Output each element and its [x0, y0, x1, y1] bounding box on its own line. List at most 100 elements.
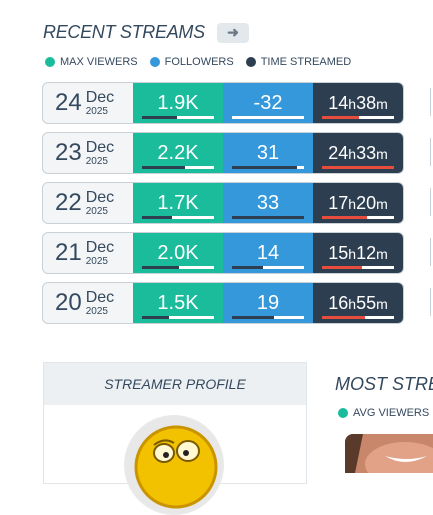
hours-unit: h — [348, 195, 357, 212]
legend-dot-icon — [245, 57, 256, 67]
stream-month-year: Dec 2025 — [85, 188, 115, 217]
followers-cell: 19 — [223, 283, 313, 323]
stream-month: Dec — [85, 188, 115, 206]
hours-unit: h — [348, 245, 357, 262]
row-edge-divider — [430, 138, 433, 166]
followers-value: -32 — [253, 91, 283, 114]
avatar[interactable] — [124, 415, 224, 515]
time-streamed-cell: 24h33m — [313, 133, 403, 173]
avg-viewers-dot — [338, 408, 348, 418]
followers-cell: -32 — [223, 83, 313, 123]
max-viewers-value: 2.2K — [157, 141, 199, 164]
stream-row[interactable]: 22 Dec 2025 1.7K 33 17h20m — [42, 182, 404, 224]
followers-bar — [232, 116, 304, 119]
minutes-unit: m — [376, 295, 388, 312]
stream-row[interactable]: 24 Dec 2025 1.9K -32 14h38m — [42, 82, 404, 124]
time-streamed-cell: 14h38m — [313, 83, 403, 123]
max-viewers-bar — [142, 116, 214, 119]
time-streamed-bar — [322, 216, 394, 219]
stream-date: 23 Dec 2025 — [43, 133, 133, 173]
legend-dot-icon — [149, 57, 160, 67]
hours-unit: h — [348, 295, 357, 312]
hours-value: 17 — [328, 192, 349, 213]
stream-day: 23 — [55, 139, 82, 166]
row-edge-divider — [430, 188, 433, 216]
followers-bar — [232, 266, 304, 269]
max-viewers-bar — [142, 166, 214, 169]
minutes-value: 33 — [356, 142, 377, 163]
legend-dot-icon — [45, 57, 55, 67]
stream-month-year: Dec 2025 — [85, 89, 114, 117]
minutes-unit: m — [376, 245, 388, 262]
max-viewers-cell: 1.5K — [133, 283, 223, 323]
minutes-unit: m — [376, 195, 388, 212]
stream-month: Dec — [85, 288, 115, 306]
avg-viewers-label: AVG VIEWERS — [353, 407, 430, 419]
max-viewers-bar — [142, 216, 214, 219]
stream-year: 2025 — [85, 255, 108, 267]
stream-date: 21 Dec 2025 — [43, 233, 133, 273]
time-streamed-cell: 17h20m — [313, 183, 403, 223]
stream-month: Dec — [85, 238, 115, 256]
stream-year: 2025 — [85, 305, 108, 317]
followers-value: 14 — [256, 241, 280, 264]
streamer-profile-title: STREAMER PROFILE — [44, 363, 306, 405]
stream-year: 2025 — [85, 105, 108, 117]
most-streamed-legend: AVG VIEWERS — [338, 407, 429, 419]
followers-value: 33 — [256, 191, 280, 214]
stream-thumbnail[interactable] — [345, 434, 433, 473]
row-edge-divider — [430, 238, 433, 266]
followers-cell: 31 — [223, 133, 313, 173]
max-viewers-cell: 1.7K — [133, 183, 223, 223]
time-streamed-value: 15h12m — [328, 243, 388, 264]
stream-year: 2025 — [85, 155, 108, 167]
max-viewers-value: 1.7K — [157, 191, 199, 214]
minutes-unit: m — [376, 145, 388, 162]
stream-date: 22 Dec 2025 — [43, 183, 133, 223]
stream-row[interactable]: 20 Dec 2025 1.5K 19 16h55m — [42, 282, 404, 324]
time-streamed-bar — [322, 166, 394, 169]
arrow-right-icon[interactable]: ➜ — [216, 22, 249, 43]
stream-date: 24 Dec 2025 — [43, 83, 133, 123]
time-streamed-value: 17h20m — [328, 193, 388, 214]
followers-cell: 14 — [223, 233, 313, 273]
legend-item: FOLLOWERS — [149, 56, 234, 68]
hours-unit: h — [348, 145, 357, 162]
hours-value: 14 — [328, 92, 349, 113]
hours-value: 15 — [328, 242, 349, 263]
time-streamed-bar — [322, 116, 394, 119]
followers-value: 19 — [256, 291, 280, 314]
minutes-value: 12 — [356, 242, 377, 263]
time-streamed-value: 24h33m — [328, 143, 388, 164]
followers-bar — [232, 316, 304, 319]
followers-bar — [232, 216, 304, 219]
max-viewers-bar — [142, 316, 214, 319]
stream-month: Dec — [85, 138, 115, 156]
stream-year: 2025 — [85, 205, 108, 217]
streamer-profile-card: STREAMER PROFILE — [43, 362, 307, 515]
time-streamed-value: 16h55m — [328, 293, 388, 314]
most-streamed-title: MOST STREA — [335, 374, 433, 394]
time-streamed-bar — [322, 266, 394, 269]
time-streamed-cell: 16h55m — [313, 283, 403, 323]
hours-unit: h — [348, 95, 357, 112]
recent-streams-label: RECENT STREAMS — [43, 22, 205, 42]
stream-month-year: Dec 2025 — [85, 238, 115, 267]
minutes-unit: m — [376, 95, 388, 112]
minutes-value: 20 — [356, 192, 377, 213]
stream-day: 24 — [55, 89, 82, 116]
max-viewers-value: 1.9K — [157, 91, 199, 114]
recent-streams-title: RECENT STREAMS ➜ — [43, 22, 249, 43]
max-viewers-bar — [142, 266, 214, 269]
stream-row[interactable]: 23 Dec 2025 2.2K 31 24h33m — [42, 132, 404, 174]
max-viewers-cell: 2.0K — [133, 233, 223, 273]
stream-month-year: Dec 2025 — [85, 138, 115, 167]
legend-item: TIME STREAMED — [245, 56, 352, 68]
stream-row[interactable]: 21 Dec 2025 2.0K 14 15h12m — [42, 232, 404, 274]
legend-label: FOLLOWERS — [164, 56, 234, 68]
max-viewers-value: 2.0K — [157, 241, 199, 264]
time-streamed-bar — [322, 316, 394, 319]
stream-day: 20 — [55, 289, 82, 316]
legend-label: TIME STREAMED — [260, 56, 352, 68]
recent-streams-legend: MAX VIEWERS FOLLOWERS TIME STREAMED — [45, 56, 363, 68]
